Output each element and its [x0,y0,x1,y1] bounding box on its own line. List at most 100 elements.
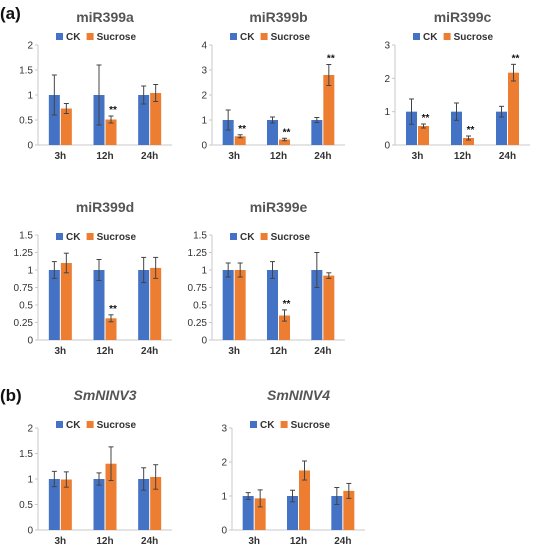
chart-title: miR399b [249,9,307,25]
legend-label-0: CK [240,32,255,43]
y-tick-label: 4 [201,41,207,52]
bar-ck-12h [93,479,105,530]
legend-label-1: Sucrose [271,32,311,43]
x-tick-label: 12h [290,536,307,547]
legend-swatch-1 [443,33,451,40]
bar-sucrose-3h [418,126,429,145]
chart-5: SmNINV3 0 0.5 1 1.5 2 CK Sucrose 3h 12h 24h [19,387,172,547]
legend-label-1: Sucrose [97,420,137,431]
significance-label: ** [238,124,246,135]
significance-label: ** [109,304,117,315]
chart-3: miR399d 0 0.25 0.5 0.75 1 1.25 1.5 CK Sucrose 3h 12… [14,199,172,357]
y-tick-label: 3 [221,424,227,435]
x-tick-label: 12h [270,346,287,357]
legend-label-1: Sucrose [97,232,137,243]
bar-ck-12h [267,270,278,340]
legend-label-0: CK [66,420,81,431]
significance-label: ** [327,54,335,65]
x-tick-label: 12h [454,151,471,162]
bar-ck-3h [48,479,60,530]
bar-ck-3h [48,95,60,145]
x-tick-label: 24h [314,151,331,162]
x-tick-label: 24h [334,536,351,547]
x-tick-label: 12h [96,151,113,162]
bar-sucrose-24h [323,275,335,340]
x-tick-label: 3h [228,346,240,357]
bar-ck-24h [331,496,343,530]
x-tick-label: 3h [412,151,424,162]
y-tick-label: 0 [201,141,207,152]
y-tick-label: 1.5 [19,449,33,460]
x-tick-label: 12h [270,151,287,162]
x-tick-label: 12h [96,346,113,357]
legend-label-1: Sucrose [454,32,494,43]
y-tick-label: 1 [201,266,207,277]
y-tick-label: 1 [221,492,227,503]
bar-sucrose-12h [105,463,117,530]
legend-swatch-1 [86,33,94,40]
legend-swatch-1 [260,233,268,240]
bar-sucrose-3h [60,263,72,340]
bar-sucrose-12h [105,119,117,145]
bar-sucrose-12h [463,138,474,145]
bar-ck-3h [222,120,234,145]
bar-sucrose-3h [234,136,246,145]
chart-0: miR399a 0 0.5 1 1.5 2 CK Sucrose 3h 12h 24h ** [19,9,172,162]
y-tick-label: 0 [221,526,227,537]
bar-ck-12h [451,111,462,145]
y-tick-label: 1.25 [14,248,34,259]
y-tick-label: 1.25 [188,248,208,259]
legend-swatch-0 [56,233,63,240]
significance-label: ** [109,105,117,116]
legend-label-0: CK [240,232,255,243]
significance-label: ** [283,299,291,310]
y-tick-label: 1.5 [193,231,207,242]
bar-sucrose-24h [150,93,162,145]
y-tick-label: 0 [27,336,33,347]
bar-sucrose-3h [60,108,72,145]
y-tick-label: 0.5 [19,500,33,511]
bar-sucrose-12h [105,318,117,340]
y-tick-label: 1 [201,116,207,127]
y-tick-label: 0.25 [14,318,34,329]
y-tick-label: 1 [384,107,390,118]
bar-sucrose-12h [299,470,310,530]
bar-sucrose-24h [508,72,519,145]
legend-swatch-0 [230,33,237,40]
bar-ck-12h [267,120,278,145]
significance-label: ** [467,125,475,136]
y-tick-label: 1.5 [19,66,33,77]
significance-label: ** [283,127,291,138]
legend-swatch-1 [260,33,268,40]
legend-swatch-0 [230,233,237,240]
chart-2: miR399c 0 1 2 3 CK Sucrose 3h 12h 24h ** ** ** [384,9,530,162]
y-tick-label: 0.5 [193,301,207,312]
bar-sucrose-12h [279,315,290,340]
y-tick-label: 2 [384,74,390,85]
y-tick-label: 2 [221,458,227,469]
chart-title: miR399e [250,199,308,215]
bar-ck-3h [242,496,254,530]
bar-ck-24h [138,270,150,340]
x-tick-label: 3h [54,536,66,547]
y-tick-label: 1 [27,475,33,486]
y-tick-label: 0 [201,336,207,347]
legend-swatch-1 [280,421,288,428]
y-tick-label: 0 [27,141,33,152]
x-tick-label: 3h [228,151,240,162]
x-tick-label: 24h [141,346,158,357]
y-tick-label: 3 [384,41,390,52]
x-tick-label: 24h [141,536,158,547]
y-tick-label: 0.75 [14,283,34,294]
significance-label: ** [422,113,430,124]
y-tick-label: 2 [201,91,207,102]
bar-sucrose-3h [60,479,72,530]
bar-ck-24h [138,95,150,145]
x-tick-label: 3h [248,536,260,547]
panel-label-b: (b) [0,386,22,405]
x-tick-label: 24h [141,151,158,162]
y-tick-label: 1 [27,266,33,277]
x-tick-label: 24h [314,346,331,357]
bar-ck-3h [406,111,417,145]
